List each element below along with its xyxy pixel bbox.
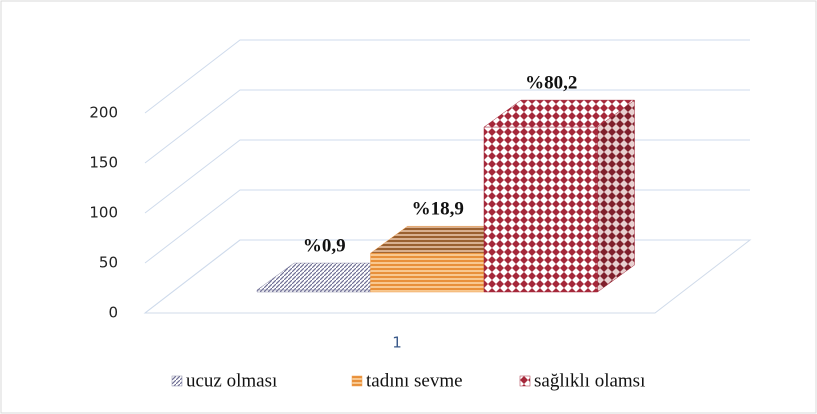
y-tick-label: 50 — [99, 254, 118, 272]
legend-swatch — [519, 375, 531, 387]
bar — [483, 99, 636, 293]
legend-label: ucuz olması — [186, 370, 277, 391]
grid-line — [144, 89, 750, 164]
data-label: %18,9 — [412, 199, 464, 220]
bar-front — [256, 289, 371, 293]
x-tick-label: 1 — [392, 334, 402, 352]
data-label: %0,9 — [303, 235, 346, 256]
data-label: %80,2 — [525, 72, 577, 93]
y-tick-label: 100 — [89, 204, 118, 222]
bar-front — [483, 126, 598, 293]
legend-swatch — [171, 375, 183, 387]
grid-line — [144, 39, 750, 114]
y-tick-label: 200 — [89, 104, 118, 122]
bar-side — [597, 99, 635, 293]
legend-label: sağlıklı olamsı — [534, 370, 645, 391]
y-tick-label: 150 — [89, 154, 118, 172]
bar-front — [370, 252, 485, 293]
legend-swatch — [351, 375, 363, 387]
y-tick-label: 0 — [108, 304, 118, 322]
legend-label: tadını sevme — [366, 370, 463, 391]
